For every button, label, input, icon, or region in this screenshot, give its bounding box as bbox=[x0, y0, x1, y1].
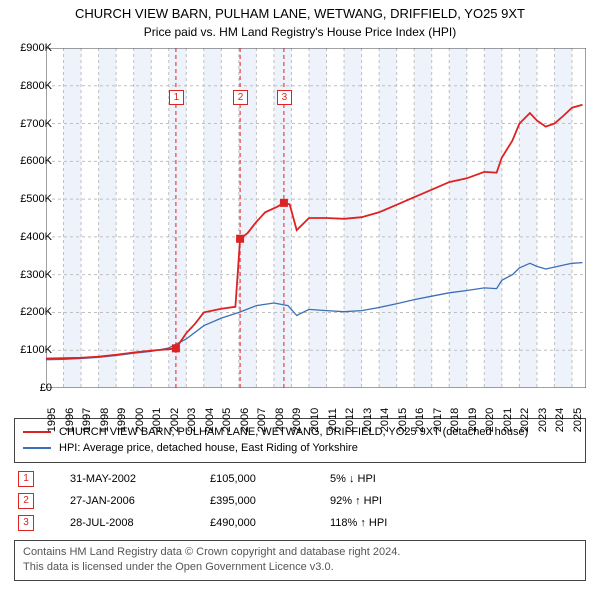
marker-row: 1 31-MAY-2002£105,0005% ↓ HPI bbox=[14, 468, 586, 490]
y-axis-tick-label: £0 bbox=[10, 382, 52, 394]
x-axis-tick-label: 2014 bbox=[379, 408, 391, 432]
x-axis-tick-label: 1998 bbox=[99, 408, 111, 432]
x-axis-tick-label: 2019 bbox=[467, 408, 479, 432]
x-axis-tick-label: 2004 bbox=[204, 408, 216, 432]
chart-title: CHURCH VIEW BARN, PULHAM LANE, WETWANG, … bbox=[0, 0, 600, 23]
x-axis-tick-label: 1997 bbox=[81, 408, 93, 432]
y-axis-tick-label: £700K bbox=[10, 118, 52, 130]
x-axis-tick-label: 2021 bbox=[502, 408, 514, 432]
y-axis-tick-label: £400K bbox=[10, 231, 52, 243]
x-axis-tick-label: 2010 bbox=[309, 408, 321, 432]
chart-marker-label: 3 bbox=[277, 90, 292, 105]
x-axis-tick-label: 2018 bbox=[449, 408, 461, 432]
marker-price: £395,000 bbox=[210, 495, 330, 507]
legend-label-hpi: HPI: Average price, detached house, East… bbox=[59, 442, 358, 454]
x-axis-tick-label: 2007 bbox=[256, 408, 268, 432]
y-axis-tick-label: £500K bbox=[10, 193, 52, 205]
x-axis-tick-label: 2008 bbox=[274, 408, 286, 432]
x-axis-tick-label: 2024 bbox=[554, 408, 566, 432]
x-axis-tick-label: 2023 bbox=[537, 408, 549, 432]
legend-swatch-hpi bbox=[23, 447, 51, 449]
marker-row: 3 28-JUL-2008£490,000118% ↑ HPI bbox=[14, 512, 586, 534]
x-axis-tick-label: 2003 bbox=[186, 408, 198, 432]
x-axis-tick-label: 2002 bbox=[169, 408, 181, 432]
chart-svg bbox=[46, 48, 586, 388]
marker-index-box: 2 bbox=[18, 493, 34, 509]
footnote-line-2: This data is licensed under the Open Gov… bbox=[23, 560, 577, 575]
footnote-box: Contains HM Land Registry data © Crown c… bbox=[14, 540, 586, 581]
legend-row-hpi: HPI: Average price, detached house, East… bbox=[23, 440, 577, 456]
marker-pct: 92% ↑ HPI bbox=[330, 495, 440, 507]
x-axis-tick-label: 2015 bbox=[397, 408, 409, 432]
x-axis-tick-label: 2001 bbox=[151, 408, 163, 432]
marker-row: 2 27-JAN-2006£395,00092% ↑ HPI bbox=[14, 490, 586, 512]
marker-table: 1 31-MAY-2002£105,0005% ↓ HPI 2 27-JAN-2006… bbox=[14, 468, 586, 534]
x-axis-tick-label: 2011 bbox=[327, 408, 339, 432]
chart-marker-label: 1 bbox=[169, 90, 184, 105]
chart-subtitle: Price paid vs. HM Land Registry's House … bbox=[0, 23, 600, 39]
x-axis-tick-label: 2017 bbox=[432, 408, 444, 432]
plot-area bbox=[46, 48, 586, 388]
marker-pct: 118% ↑ HPI bbox=[330, 517, 440, 529]
y-axis-tick-label: £300K bbox=[10, 269, 52, 281]
footnote-line-1: Contains HM Land Registry data © Crown c… bbox=[23, 545, 577, 560]
x-axis-tick-label: 2022 bbox=[519, 408, 531, 432]
marker-price: £105,000 bbox=[210, 473, 330, 485]
x-axis-tick-label: 2005 bbox=[221, 408, 233, 432]
x-axis-tick-label: 2009 bbox=[291, 408, 303, 432]
x-axis-tick-label: 1996 bbox=[64, 408, 76, 432]
x-axis-tick-label: 2000 bbox=[134, 408, 146, 432]
x-axis-tick-label: 1995 bbox=[46, 408, 58, 432]
root: CHURCH VIEW BARN, PULHAM LANE, WETWANG, … bbox=[0, 0, 600, 590]
x-axis-tick-label: 2020 bbox=[484, 408, 496, 432]
x-axis-tick-label: 2006 bbox=[239, 408, 251, 432]
marker-pct: 5% ↓ HPI bbox=[330, 473, 440, 485]
x-axis-tick-label: 2013 bbox=[362, 408, 374, 432]
marker-date: 27-JAN-2006 bbox=[70, 495, 210, 507]
x-axis-tick-label: 1999 bbox=[116, 408, 128, 432]
x-axis-tick-label: 2012 bbox=[344, 408, 356, 432]
marker-date: 28-JUL-2008 bbox=[70, 517, 210, 529]
x-axis-tick-label: 2016 bbox=[414, 408, 426, 432]
y-axis-tick-label: £200K bbox=[10, 306, 52, 318]
marker-index-box: 1 bbox=[18, 471, 34, 487]
marker-index-box: 3 bbox=[18, 515, 34, 531]
marker-price: £490,000 bbox=[210, 517, 330, 529]
y-axis-tick-label: £900K bbox=[10, 42, 52, 54]
y-axis-tick-label: £600K bbox=[10, 155, 52, 167]
chart-marker-label: 2 bbox=[233, 90, 248, 105]
x-axis-tick-label: 2025 bbox=[572, 408, 584, 432]
y-axis-tick-label: £100K bbox=[10, 344, 52, 356]
y-axis-tick-label: £800K bbox=[10, 80, 52, 92]
marker-date: 31-MAY-2002 bbox=[70, 473, 210, 485]
